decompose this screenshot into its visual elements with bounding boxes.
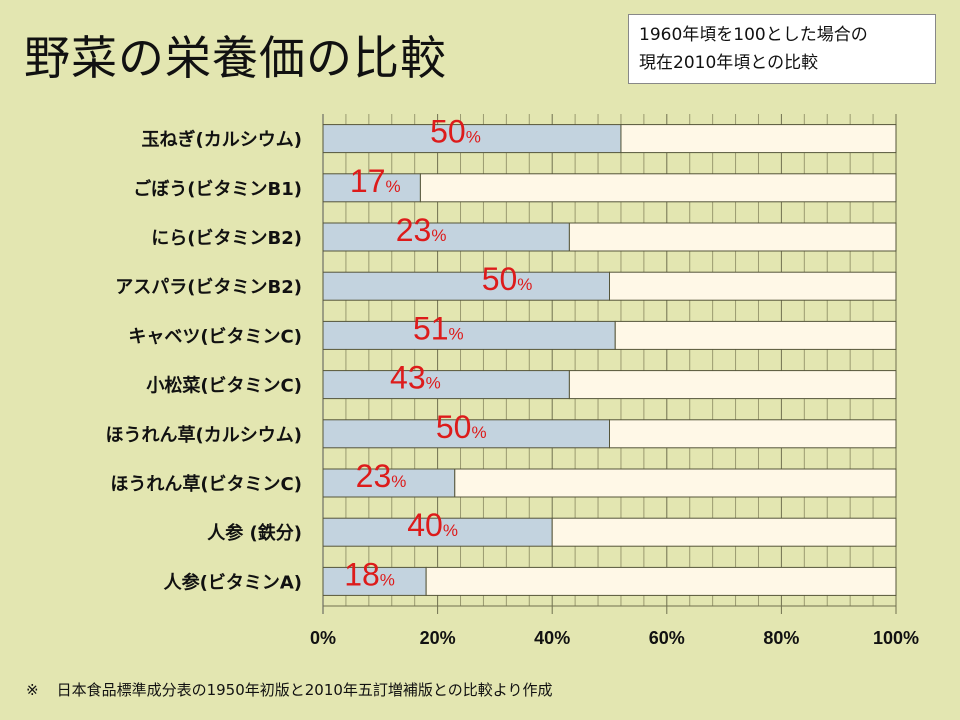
data-label: 50% <box>482 261 533 297</box>
data-label-unit: % <box>391 472 406 491</box>
bar-segment-remainder <box>419 173 897 203</box>
data-label-value: 17 <box>350 163 386 199</box>
data-label-unit: % <box>466 128 481 147</box>
bar-segment-current <box>322 222 570 252</box>
x-tick-label: 60% <box>649 628 685 648</box>
data-label-value: 50 <box>436 409 472 445</box>
data-label: 23% <box>356 458 407 494</box>
data-label: 40% <box>407 507 458 543</box>
data-label-value: 18 <box>344 556 380 592</box>
bar-segment-remainder <box>609 419 897 449</box>
footnote: ※ 日本食品標準成分表の1950年初版と2010年五訂増補版との比較より作成 <box>26 679 552 700</box>
bar-segment-remainder <box>620 124 897 154</box>
note-line-2: 現在2010年頃との比較 <box>639 53 819 73</box>
data-label: 18% <box>344 556 395 592</box>
bar-segment-current <box>322 124 622 154</box>
category-label: ほうれん草(カルシウム) <box>106 424 302 446</box>
data-label: 50% <box>436 409 487 445</box>
bar-segment-remainder <box>425 566 897 596</box>
bar-segment-current <box>322 173 421 203</box>
bar-segment-remainder <box>568 370 897 400</box>
page-title: 野菜の栄養価の比較 <box>24 31 447 85</box>
category-label: にら(ビタミンB2) <box>151 228 302 249</box>
bar-segment-current <box>322 370 570 400</box>
x-tick-label: 0% <box>310 628 336 648</box>
data-label: 51% <box>413 310 464 346</box>
bar-segment-remainder <box>551 517 897 547</box>
x-tick-label: 80% <box>763 628 799 648</box>
bar-segment-current <box>322 517 553 547</box>
data-label-unit: % <box>426 374 441 393</box>
data-label-unit: % <box>443 521 458 540</box>
category-label: 玉ねぎ(カルシウム) <box>142 129 302 151</box>
category-label: ごぼう(ビタミンB1) <box>133 178 302 200</box>
data-label-value: 50 <box>482 261 518 297</box>
x-tick-label: 40% <box>534 628 570 648</box>
bar-segment-current <box>322 271 610 301</box>
footnote-text: 日本食品標準成分表の1950年初版と2010年五訂増補版との比較より作成 <box>56 681 553 699</box>
bar-segment-remainder <box>568 222 897 252</box>
note-line-1: 1960年頃を100とした場合の <box>639 25 868 45</box>
x-tick-label: 100% <box>873 628 919 648</box>
data-label-value: 43 <box>390 360 426 396</box>
bar-segment-remainder <box>454 468 897 498</box>
bar-segment-current <box>322 468 456 498</box>
x-tick-label: 20% <box>420 628 456 648</box>
note-box: 1960年頃を100とした場合の 現在2010年頃との比較 <box>628 14 936 84</box>
data-label-value: 50 <box>430 114 466 150</box>
bar-segment-current <box>322 320 616 350</box>
category-label: アスパラ(ビタミンB2) <box>115 277 302 298</box>
data-label: 43% <box>390 360 441 396</box>
category-label: 人参(ビタミンA) <box>164 571 302 593</box>
bar-segment-current <box>322 419 610 449</box>
data-label-unit: % <box>380 570 395 589</box>
bar-segment-remainder <box>614 320 897 350</box>
category-label: 小松菜(ビタミンC) <box>146 375 302 397</box>
data-label-value: 23 <box>356 458 392 494</box>
data-label: 23% <box>396 212 447 248</box>
data-label-unit: % <box>449 324 464 343</box>
category-label: キャベツ(ビタミンC) <box>128 326 302 347</box>
data-label-value: 51 <box>413 310 449 346</box>
data-label-value: 23 <box>396 212 432 248</box>
data-label-unit: % <box>431 226 446 245</box>
footnote-mark: ※ <box>26 681 39 699</box>
category-label: 人参 (鉄分) <box>207 522 302 544</box>
data-label-value: 40 <box>407 507 443 543</box>
bar-segment-remainder <box>609 271 897 301</box>
data-label-unit: % <box>471 423 486 442</box>
data-label: 50% <box>430 114 481 150</box>
data-label: 17% <box>350 163 401 199</box>
category-label: ほうれん草(ビタミンC) <box>110 473 302 495</box>
data-label-unit: % <box>517 275 532 294</box>
data-label-unit: % <box>386 177 401 196</box>
